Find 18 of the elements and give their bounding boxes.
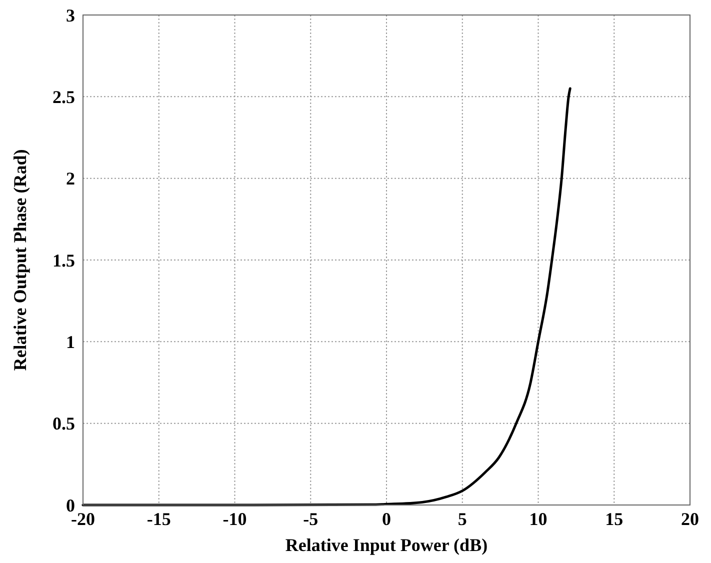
x-tick-label: 20: [681, 509, 699, 529]
y-tick-label: 2: [66, 168, 75, 189]
x-tick-label: -10: [222, 509, 247, 529]
x-tick-label: 10: [529, 509, 548, 529]
y-axis-title: Relative Output Phase (Rad): [10, 149, 30, 371]
x-tick-label: 15: [605, 509, 624, 529]
x-tick-label: 5: [458, 509, 467, 529]
y-tick-label: 0: [66, 495, 75, 516]
x-tick-label: -15: [146, 509, 171, 529]
x-tick-label: 0: [382, 509, 391, 529]
y-tick-label: 1.5: [52, 250, 75, 270]
y-tick-label: 2.5: [52, 86, 75, 107]
y-tick-label: 3: [66, 5, 75, 26]
y-tick-label: 0.5: [52, 414, 75, 434]
line-series: [82, 87, 572, 506]
y-tick-label: 1: [66, 332, 75, 352]
x-axis-title: Relative Input Power (dB): [285, 535, 488, 555]
x-tick-label: -5: [303, 509, 318, 529]
